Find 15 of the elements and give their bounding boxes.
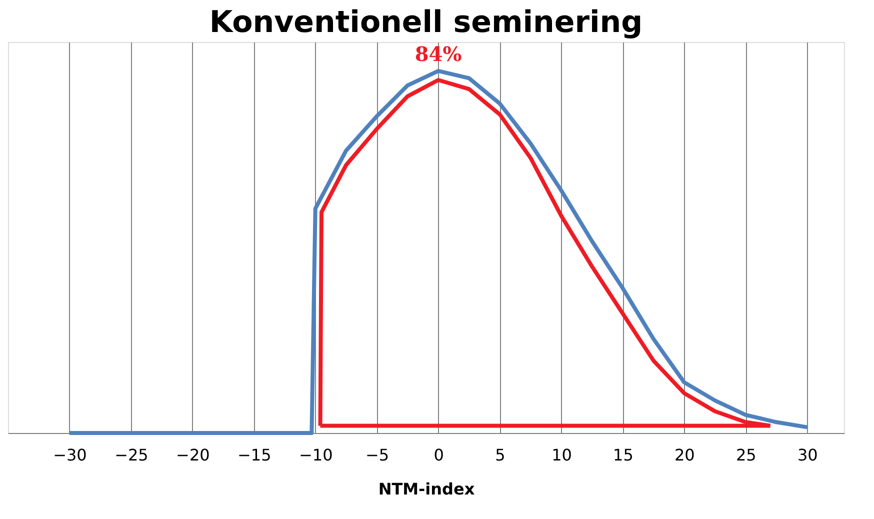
x-tick-label: −15: [238, 446, 272, 464]
x-tick-label: 20: [674, 446, 695, 464]
chart-title: Konventionell seminering: [209, 5, 643, 40]
x-tick-label: 5: [495, 446, 506, 464]
x-tick-label: −30: [53, 446, 87, 464]
x-tick-label: 30: [797, 446, 818, 464]
x-tick-label: −20: [176, 446, 210, 464]
x-tick-label: 10: [552, 446, 572, 464]
x-axis-title: NTM-index: [378, 480, 476, 498]
x-tick-label: −25: [114, 446, 148, 464]
x-tick-label: −10: [298, 446, 333, 464]
x-tick-label: 15: [613, 446, 634, 464]
x-tick-label: 0: [434, 446, 444, 464]
x-tick-label: 25: [736, 446, 756, 464]
x-tick-label: −5: [366, 446, 390, 464]
